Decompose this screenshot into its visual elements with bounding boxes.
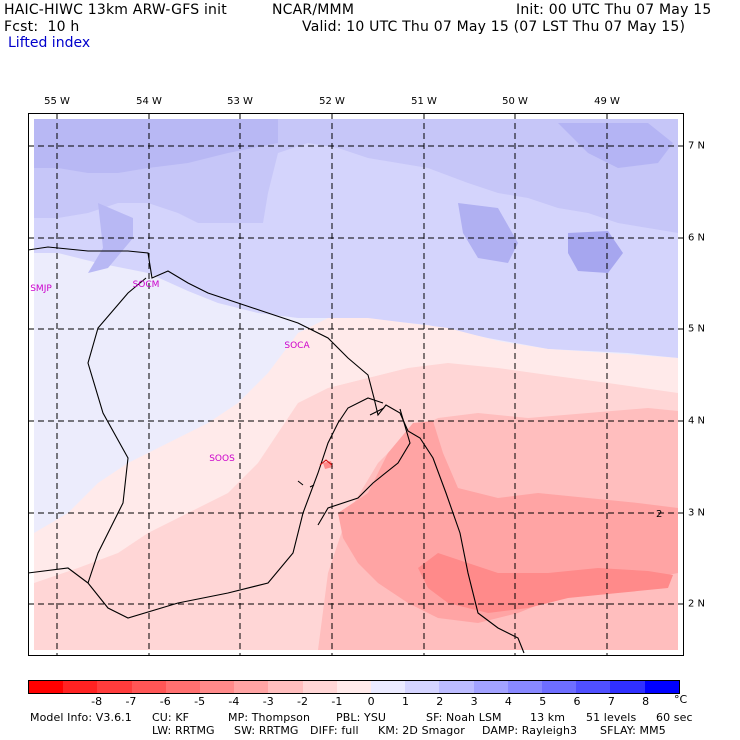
footer-sf: SF: Noah LSM xyxy=(426,711,502,724)
colorbar-segment xyxy=(165,681,201,693)
model-title: HAIC-HIWC 13km ARW-GFS init xyxy=(4,2,227,18)
colorbar-segment xyxy=(644,681,679,693)
footer-km: KM: 2D Smagor xyxy=(378,724,465,737)
colorbar-label: 0 xyxy=(367,695,375,708)
forecast-hour: Fcst: 10 h xyxy=(4,19,80,35)
station-label: SOCA xyxy=(284,341,310,351)
colorbar-label: -4 xyxy=(228,695,240,708)
field-fill-3to4 xyxy=(458,203,518,263)
local-contour xyxy=(319,459,333,466)
init-time: Init: 00 UTC Thu 07 May 15 xyxy=(516,2,712,18)
lat-label: 4 N xyxy=(688,415,706,427)
lat-label: 7 N xyxy=(688,140,706,152)
colorbar-label: 7 xyxy=(607,695,615,708)
map-frame xyxy=(28,113,684,656)
colorbar-segment xyxy=(405,681,440,693)
lon-label: 49 W xyxy=(594,96,620,107)
footer-levels: 51 levels xyxy=(586,711,637,724)
lon-label: 50 W xyxy=(502,96,528,107)
colorbar-segment xyxy=(336,681,372,693)
colorbar-segment xyxy=(576,681,611,693)
lat-label: 3 N xyxy=(688,507,706,519)
footer-model-info: Model Info: V3.6.1 xyxy=(30,711,132,724)
footer-pbl: PBL: YSU xyxy=(336,711,387,724)
colorbar-segment xyxy=(542,681,577,693)
lon-label: 52 W xyxy=(319,96,345,107)
footer-lw: LW: RRTMG xyxy=(152,724,215,737)
colorbar-unit: °C xyxy=(674,693,688,706)
station-label: SOCM xyxy=(132,280,160,290)
field-fill-3to4 xyxy=(34,119,278,173)
colorbar-segment xyxy=(200,681,235,693)
station-label: SMJP xyxy=(30,284,52,294)
colorbar-segment xyxy=(131,681,166,693)
colorbar-segment xyxy=(473,681,508,693)
lon-label: 53 W xyxy=(227,96,253,107)
lon-label: 51 W xyxy=(411,96,437,107)
lon-label: 54 W xyxy=(136,96,162,107)
field-name: Lifted index xyxy=(8,35,91,51)
footer-mp: MP: Thompson xyxy=(228,711,311,724)
colorbar-segment xyxy=(439,681,474,693)
colorbar-label: -3 xyxy=(262,695,274,708)
lat-label: 6 N xyxy=(688,232,706,244)
colorbar-label: -7 xyxy=(125,695,137,708)
colorbar-segment xyxy=(234,681,269,693)
valid-time: Valid: 10 UTC Thu 07 May 15 (07 LST Thu … xyxy=(302,19,686,35)
footer-timestep: 60 sec xyxy=(656,711,693,724)
colorbar-label: 4 xyxy=(504,695,512,708)
colorbar-segment xyxy=(268,681,303,693)
lon-label: 55 W xyxy=(44,96,70,107)
footer-resolution: 13 km xyxy=(530,711,566,724)
footer-cu: CU: KF xyxy=(152,711,190,724)
footer-diff: DIFF: full xyxy=(310,724,359,737)
colorbar-label: -2 xyxy=(297,695,308,708)
local-contour xyxy=(297,480,315,488)
colorbar-label: -6 xyxy=(159,695,171,708)
colorbar-label: -1 xyxy=(331,695,343,708)
colorbar-label: 6 xyxy=(573,695,581,708)
footer-sflay: SFLAY: MM5 xyxy=(600,724,666,737)
station-label: SOOS xyxy=(209,454,235,464)
field-fill-3to4 xyxy=(558,123,673,168)
lat-label: 2 N xyxy=(688,598,706,610)
contour-label: 2 xyxy=(656,509,662,520)
colorbar-label: 2 xyxy=(436,695,444,708)
colorbar-segment xyxy=(302,681,337,693)
field-fill-4to5 xyxy=(568,231,623,273)
colorbar-segment xyxy=(29,681,64,693)
colorbar-segment xyxy=(97,681,132,693)
organization: NCAR/MMM xyxy=(272,2,355,18)
colorbar-label: 3 xyxy=(470,695,478,708)
footer-damp: DAMP: Rayleigh3 xyxy=(482,724,578,737)
colorbar-label: 1 xyxy=(401,695,409,708)
lifted-index-map: 2 xyxy=(28,113,684,656)
colorbar xyxy=(28,680,680,694)
colorbar-segment xyxy=(371,681,406,693)
colorbar-segment xyxy=(507,681,543,693)
field-fill-4to-5 xyxy=(323,461,333,469)
lat-label: 5 N xyxy=(688,323,706,335)
lat-lon-grid xyxy=(28,113,684,656)
colorbar-label: -8 xyxy=(91,695,103,708)
colorbar-label: 5 xyxy=(539,695,547,708)
colorbar-segment xyxy=(63,681,98,693)
colorbar-label: -5 xyxy=(194,695,206,708)
field-fill-4to-5 xyxy=(418,553,673,613)
footer-sw: SW: RRTMG xyxy=(234,724,299,737)
colorbar-segment xyxy=(610,681,645,693)
borders xyxy=(28,246,525,654)
colorbar-label: 8 xyxy=(642,695,650,708)
